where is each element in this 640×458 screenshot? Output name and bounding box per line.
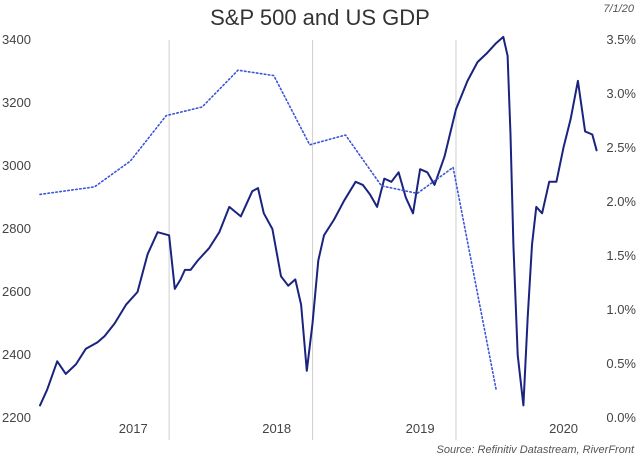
left-tick-label: 2800 [2, 221, 31, 236]
x-axis: 2017 2018 2019 2020 [119, 421, 578, 436]
left-tick-label: 2200 [2, 410, 31, 425]
right-axis: 0.0% 0.5% 1.0% 1.5% 2.0% 2.5% 3.0% 3.5% [606, 32, 636, 425]
x-tick-label-2020: 2020 [549, 421, 578, 436]
x-tick-label-2019: 2019 [406, 421, 435, 436]
chart-title: S&P 500 and US GDP [210, 5, 430, 30]
left-tick-label: 3000 [2, 158, 31, 173]
right-tick-label: 2.5% [606, 140, 636, 155]
left-tick-label: 3200 [2, 95, 31, 110]
right-tick-label: 3.0% [606, 86, 636, 101]
series-layer [39, 35, 598, 407]
x-dividers [168, 40, 457, 440]
left-tick-label: 2400 [2, 347, 31, 362]
right-tick-label: 3.5% [606, 32, 636, 47]
x-tick-label-2018: 2018 [262, 421, 291, 436]
right-tick-label: 2.0% [606, 194, 636, 209]
right-tick-label: 1.0% [606, 302, 636, 317]
series-line-us-gdp [39, 69, 497, 391]
right-tick-label: 1.5% [606, 248, 636, 263]
source-note: Source: Refinitiv Datastream, RiverFront [437, 444, 635, 456]
date-label: 7/1/20 [603, 3, 634, 15]
x-tick-label-2017: 2017 [119, 421, 148, 436]
left-axis: 2200 2400 2600 2800 3000 3200 3400 [2, 32, 31, 425]
left-tick-label: 3400 [2, 32, 31, 47]
right-tick-label: 0.0% [606, 410, 636, 425]
right-tick-label: 0.5% [606, 356, 636, 371]
series-line-sp500 [39, 35, 598, 407]
left-tick-label: 2600 [2, 284, 31, 299]
